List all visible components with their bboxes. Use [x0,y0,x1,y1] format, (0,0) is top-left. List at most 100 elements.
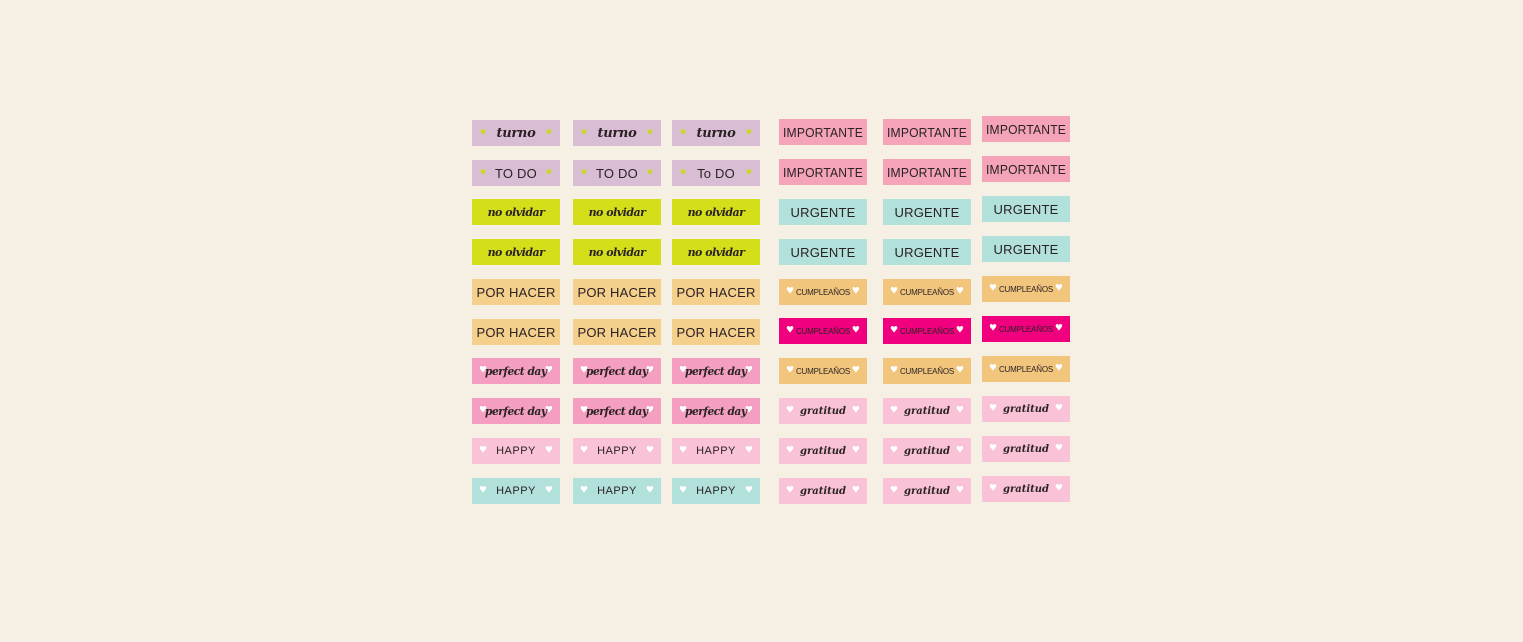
sticker-label: no olvidar [487,245,545,259]
sticker-gratitud: ♥ ♥ gratitud [883,438,971,464]
heart-icon: ♥ [989,323,998,334]
heart-icon: ♥ [544,485,553,496]
star-icon: ★ [744,127,753,138]
sticker-label: HAPPY [597,445,637,457]
sticker-label: no olvidar [588,205,646,219]
heart-icon: ♥ [544,445,553,456]
sticker-happy: ♥ ♥ HAPPY [573,478,661,504]
heart-icon: ♥ [679,365,688,376]
sticker-label: gratitud [799,405,847,417]
sticker-importante: IMPORTANTE [779,119,867,145]
heart-icon: ♥ [786,405,795,416]
heart-icon: ♥ [890,365,899,376]
heart-icon: ♥ [955,485,964,496]
sticker-label: CUMPLEAÑOS [795,326,850,336]
heart-icon: ♥ [955,445,964,456]
sticker-por-hacer: POR HACER [672,279,760,305]
heart-icon: ♥ [955,365,964,376]
sticker-label: gratitud [799,445,847,457]
sticker-gratitud: ♥ ♥ gratitud [779,438,867,464]
heart-icon: ♥ [786,365,795,376]
sticker-label: IMPORTANTE [985,161,1067,177]
sticker-label: TO DO [495,165,537,181]
sticker-turno: ★ ★ turno [672,120,760,146]
heart-icon: ♥ [786,286,795,297]
heart-icon: ♥ [580,365,589,376]
sticker-cumpleanos: ♥ ♥ CUMPLEAÑOS [883,279,971,305]
sticker-urgente: URGENTE [779,239,867,265]
sticker-importante: IMPORTANTE [883,119,971,145]
sticker-label: gratitud [1002,483,1050,495]
sticker-importante: IMPORTANTE [982,116,1070,142]
sticker-label: perfect day [485,404,547,418]
sticker-label: turno [496,125,536,141]
star-icon: ★ [580,127,589,138]
sticker-to-do-caps: ★ ★ TO DO [573,160,661,186]
star-icon: ★ [679,167,688,178]
sticker-label: HAPPY [496,485,536,497]
sticker-label: CUMPLEAÑOS [899,326,954,336]
sticker-label: POR HACER [676,284,756,300]
sticker-label: IMPORTANTE [886,124,968,140]
sticker-gratitud: ♥ ♥ gratitud [982,396,1070,422]
heart-icon: ♥ [851,286,860,297]
sticker-urgente: URGENTE [883,199,971,225]
sticker-label: URGENTE [993,201,1059,217]
sticker-perfect-day: ♥ ♥ perfect day [672,358,760,384]
sticker-perfect-day: ♥ ♥ perfect day [472,358,560,384]
heart-icon: ♥ [989,483,998,494]
heart-icon: ♥ [851,445,860,456]
sticker-label: gratitud [903,405,951,417]
heart-icon: ♥ [851,405,860,416]
sticker-happy: ♥ ♥ HAPPY [672,478,760,504]
sticker-label: POR HACER [577,324,657,340]
sticker-label: IMPORTANTE [985,121,1067,137]
heart-icon: ♥ [1054,483,1063,494]
sticker-label: IMPORTANTE [782,124,864,140]
sticker-label: turno [696,125,736,141]
sticker-label: no olvidar [687,205,745,219]
sticker-no-olvidar: no olvidar [672,199,760,225]
sticker-cumpleanos: ♥ ♥ CUMPLEAÑOS [883,358,971,384]
sticker-label: perfect day [685,364,747,378]
sticker-cumpleanos: ♥ ♥ CUMPLEAÑOS [883,318,971,344]
sticker-label: CUMPLEAÑOS [998,364,1053,374]
sticker-urgente: URGENTE [883,239,971,265]
sticker-label: no olvidar [687,245,745,259]
heart-icon: ♥ [580,445,589,456]
star-icon: ★ [645,167,654,178]
star-icon: ★ [544,127,553,138]
sticker-por-hacer: POR HACER [472,279,560,305]
star-icon: ★ [679,127,688,138]
heart-icon: ♥ [645,485,654,496]
sticker-happy: ♥ ♥ HAPPY [573,438,661,464]
sticker-cumpleanos: ♥ ♥ CUMPLEAÑOS [779,279,867,305]
sticker-gratitud: ♥ ♥ gratitud [779,478,867,504]
sticker-label: URGENTE [790,204,856,220]
heart-icon: ♥ [479,445,488,456]
sticker-urgente: URGENTE [982,236,1070,262]
sticker-turno: ★ ★ turno [573,120,661,146]
sticker-perfect-day: ♥ ♥ perfect day [573,398,661,424]
sticker-label: perfect day [586,404,648,418]
sticker-happy: ♥ ♥ HAPPY [672,438,760,464]
sticker-gratitud: ♥ ♥ gratitud [982,476,1070,502]
star-icon: ★ [544,167,553,178]
sticker-cumpleanos: ♥ ♥ CUMPLEAÑOS [982,276,1070,302]
sticker-perfect-day: ♥ ♥ perfect day [472,398,560,424]
heart-icon: ♥ [1054,323,1063,334]
sticker-no-olvidar: no olvidar [472,239,560,265]
sticker-label: HAPPY [496,445,536,457]
heart-icon: ♥ [1054,283,1063,294]
sticker-cumpleanos: ♥ ♥ CUMPLEAÑOS [982,356,1070,382]
heart-icon: ♥ [989,283,998,294]
sticker-gratitud: ♥ ♥ gratitud [982,436,1070,462]
sticker-gratitud: ♥ ♥ gratitud [883,478,971,504]
sticker-no-olvidar: no olvidar [672,239,760,265]
sticker-to-do-caps: ★ ★ TO DO [472,160,560,186]
heart-icon: ♥ [786,445,795,456]
sticker-por-hacer: POR HACER [672,319,760,345]
heart-icon: ♥ [851,325,860,336]
heart-icon: ♥ [890,325,899,336]
